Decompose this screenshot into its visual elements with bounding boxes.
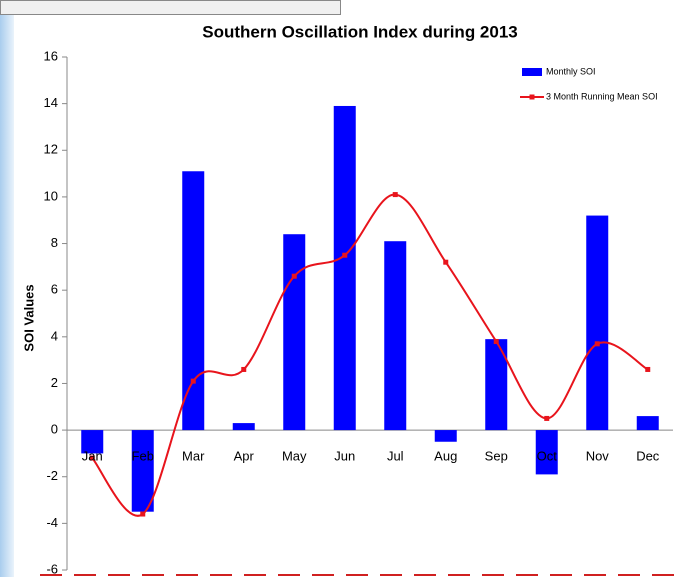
x-tick-label: Sep	[485, 449, 508, 464]
line-marker	[544, 415, 550, 421]
legend-label: 3 Month Running Mean SOI	[546, 91, 658, 101]
bar	[535, 430, 558, 475]
bar	[131, 430, 154, 512]
line-marker	[291, 273, 297, 279]
y-tick-label: 12	[44, 142, 58, 157]
x-tick-label: Apr	[234, 449, 255, 464]
line-marker	[190, 378, 196, 384]
x-tick-label: Oct	[537, 449, 558, 464]
y-tick-label: 16	[44, 48, 58, 63]
line	[91, 193, 649, 517]
y-axis-label: SOI Values	[21, 284, 36, 351]
bar	[182, 171, 205, 431]
line-marker	[342, 252, 348, 258]
y-tick-label: 2	[51, 375, 58, 390]
y-tick-label: -2	[46, 468, 58, 483]
line-marker	[392, 192, 398, 198]
chart-title: Southern Oscillation Index during 2013	[202, 22, 518, 41]
bar	[485, 339, 508, 431]
line-marker	[594, 341, 600, 347]
x-tick-label: Dec	[636, 449, 660, 464]
x-tick-label: Mar	[182, 449, 205, 464]
line-marker	[241, 366, 247, 372]
line-marker	[493, 338, 499, 344]
x-tick-label: Jul	[387, 449, 404, 464]
line-marker	[140, 511, 146, 517]
line-marker	[645, 366, 651, 372]
x-tick-label: May	[282, 449, 307, 464]
y-tick-label: 4	[51, 328, 58, 343]
y-tick-label: 0	[51, 422, 58, 437]
line-marker	[89, 455, 95, 461]
y-tick-label: 8	[51, 235, 58, 250]
x-tick-label: Jan	[82, 449, 103, 464]
bar	[333, 105, 356, 431]
line-marker	[443, 259, 449, 265]
x-tick-label: Aug	[434, 449, 457, 464]
y-tick-label: -6	[46, 561, 58, 576]
x-tick-label: Jun	[334, 449, 355, 464]
y-tick-label: 10	[44, 188, 58, 203]
top-bar	[0, 0, 341, 15]
bar	[384, 241, 407, 431]
y-tick-label: -4	[46, 515, 58, 530]
legend-swatch	[522, 68, 542, 76]
x-tick-label: Nov	[586, 449, 610, 464]
bar	[232, 423, 255, 431]
legend-label: Monthly SOI	[546, 66, 596, 76]
bar	[434, 430, 457, 442]
y-tick-label: 14	[44, 95, 58, 110]
bar	[636, 416, 659, 431]
y-tick-label: 6	[51, 282, 58, 297]
bar	[586, 215, 609, 431]
side-strip	[0, 0, 14, 577]
legend-swatch	[529, 94, 535, 100]
x-tick-label: Feb	[132, 449, 154, 464]
bar	[283, 234, 306, 431]
bar	[81, 430, 104, 454]
